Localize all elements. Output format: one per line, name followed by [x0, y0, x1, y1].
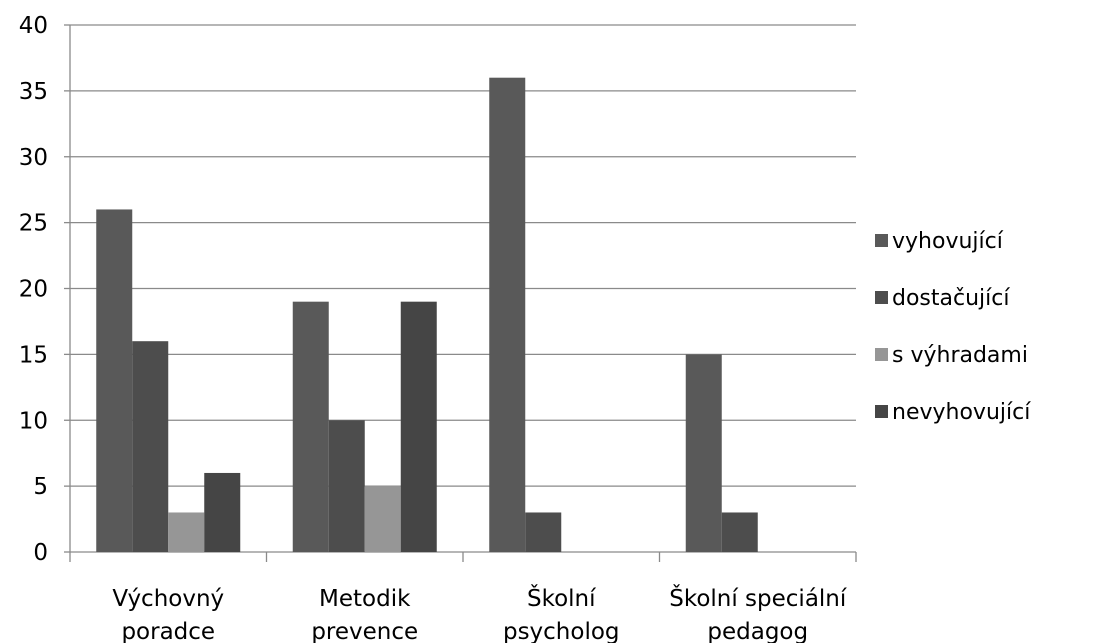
bar — [400, 301, 437, 552]
bar — [96, 209, 133, 552]
category-label: Školní — [527, 584, 596, 612]
legend-label: dostačující — [892, 286, 1010, 311]
bar — [721, 512, 758, 552]
gridlines — [70, 24, 856, 487]
bar — [489, 77, 526, 552]
category-label: psycholog — [503, 619, 620, 643]
bar — [204, 472, 241, 552]
y-tick-label: 25 — [19, 211, 48, 237]
legend-swatch — [875, 405, 888, 418]
y-tick-label: 40 — [19, 13, 48, 39]
y-axis: 0 5 10 15 20 25 30 35 40 — [19, 13, 71, 566]
y-tick-label: 35 — [19, 79, 48, 105]
y-tick-label: 30 — [19, 145, 48, 171]
y-tick-label: 15 — [19, 342, 48, 368]
category-labels: Výchovný poradce Metodik prevence Školní psyc… — [112, 584, 847, 643]
category-label: Školní speciální — [669, 584, 847, 612]
bar — [685, 354, 722, 552]
category-label: poradce — [121, 619, 215, 643]
legend-swatch — [875, 234, 888, 247]
legend: vyhovující dostačující s výhradami nevyhovu… — [875, 229, 1031, 425]
bar — [132, 341, 169, 552]
category-label: Metodik — [319, 586, 411, 612]
legend-swatch — [875, 291, 888, 304]
bar — [292, 301, 329, 552]
category-label: prevence — [311, 619, 418, 643]
legend-label: vyhovující — [892, 229, 1004, 254]
bar — [328, 420, 365, 552]
y-tick-label: 0 — [33, 540, 48, 566]
legend-label: nevyhovující — [892, 400, 1031, 425]
y-tick-label: 10 — [19, 408, 48, 434]
bar — [525, 512, 562, 552]
y-tick-label: 5 — [33, 474, 48, 500]
bar — [364, 486, 401, 552]
bars — [96, 77, 758, 552]
category-label: Výchovný — [112, 586, 224, 612]
x-axis — [69, 551, 857, 562]
category-label: pedagog — [707, 619, 808, 643]
legend-swatch — [875, 348, 888, 361]
bar — [168, 512, 205, 552]
y-tick-label: 20 — [19, 277, 48, 303]
legend-label: s výhradami — [892, 343, 1028, 368]
